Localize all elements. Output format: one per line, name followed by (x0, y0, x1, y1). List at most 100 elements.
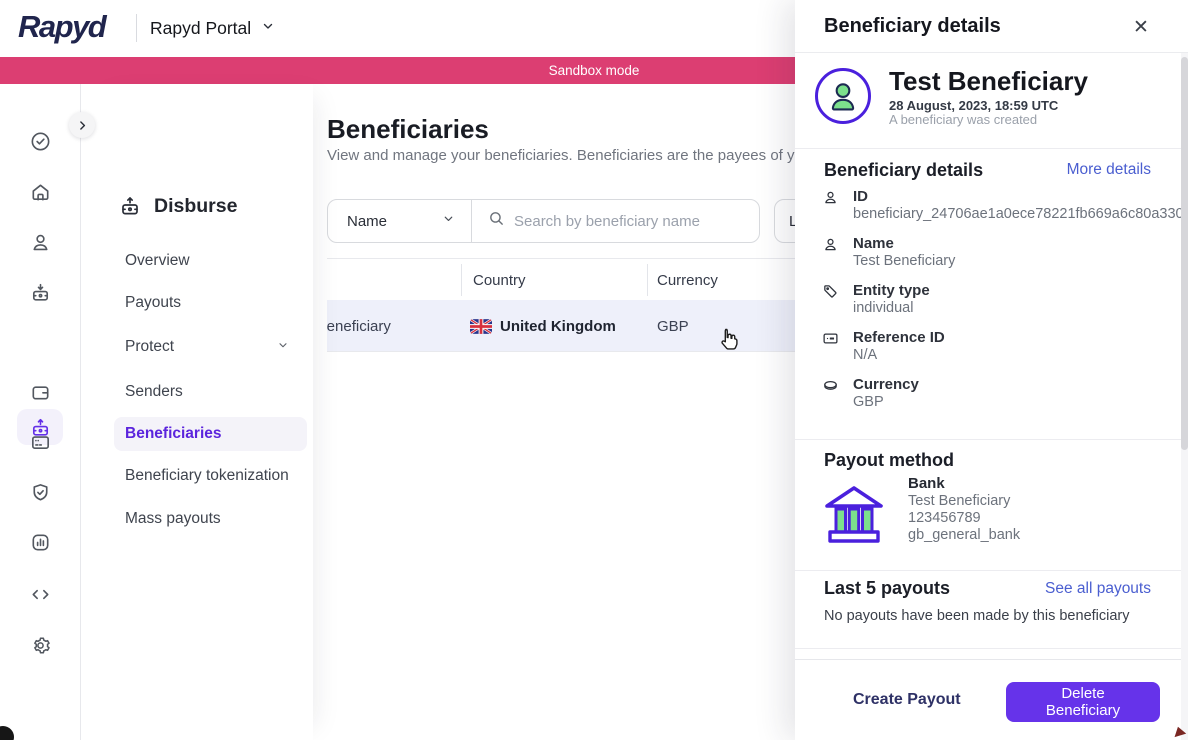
header-divider (136, 14, 137, 42)
beneficiary-timestamp: 28 August, 2023, 18:59 UTC (889, 98, 1059, 113)
gear-icon (33, 636, 50, 654)
beneficiary-event: A beneficiary was created (889, 112, 1038, 127)
chevron-down-icon (442, 212, 455, 230)
panel-scrollbar[interactable] (1181, 53, 1188, 740)
portal-switcher[interactable]: Rapyd Portal (150, 0, 275, 57)
payout-method-name: Test Beneficiary (908, 493, 1011, 509)
beneficiary-name: Test Beneficiary (889, 66, 1088, 96)
tag-icon (824, 285, 837, 298)
detail-item-currency: Currency GBP (822, 376, 1178, 411)
disburse-submenu: Disburse Overview Payouts Protect Sender… (81, 84, 313, 740)
corner-widget-fragment (0, 726, 14, 740)
payout-method-heading: Payout method (824, 450, 955, 470)
panel-footer: Create Payout Delete Beneficiary (795, 659, 1188, 740)
detail-items: ID beneficiary_24706ae1a0ece78221fb669a6… (822, 188, 1184, 423)
sidebar-item-mass-payouts[interactable]: Mass payouts (125, 510, 221, 527)
section-divider (795, 439, 1188, 440)
sidebar-item-senders[interactable]: Senders (125, 383, 183, 400)
sandbox-banner-label: Sandbox mode (548, 63, 640, 78)
code-icon (31, 589, 49, 599)
scrollbar-thumb[interactable] (1181, 57, 1188, 450)
rapyd-logo: Rapyd (18, 9, 107, 44)
country-cell: United Kingdom (470, 300, 616, 352)
last-payouts-heading: Last 5 payouts (824, 578, 951, 598)
chevron-down-icon (261, 19, 275, 38)
coin-icon (824, 380, 837, 390)
column-divider (461, 264, 462, 296)
rail-item-home[interactable] (17, 174, 63, 210)
rail-item-collect[interactable] (17, 274, 63, 310)
section-divider (795, 148, 1188, 149)
rail-item-disburse[interactable] (17, 409, 63, 445)
section-divider (795, 648, 1188, 649)
table-header-row: Country Currency (327, 258, 1188, 300)
search-input[interactable] (514, 212, 744, 230)
search-icon (488, 210, 505, 232)
detail-item-name: Name Test Beneficiary (822, 235, 1178, 270)
rail-item-wallet[interactable] (17, 374, 63, 410)
more-details-link[interactable]: More details (1066, 161, 1151, 178)
section-divider (795, 570, 1188, 571)
payout-method-type: Bank (908, 475, 945, 492)
see-all-payouts-link[interactable]: See all payouts (1045, 580, 1151, 597)
person-icon (825, 191, 836, 204)
card-icon (823, 333, 838, 344)
filter-bar: Name (327, 199, 760, 243)
filter-field-dropdown[interactable]: Name (328, 200, 472, 242)
column-header-country[interactable]: Country (473, 271, 526, 289)
rail-item-settings[interactable] (17, 627, 63, 663)
sidebar-collapse-button[interactable] (69, 112, 95, 138)
payout-method-bank-code: gb_general_bank (908, 527, 1021, 543)
disburse-icon (122, 197, 138, 215)
sidebar-item-beneficiaries[interactable]: Beneficiaries (114, 417, 307, 451)
page-title: Beneficiaries (327, 114, 489, 144)
delete-beneficiary-button[interactable]: Delete Beneficiary (1006, 682, 1160, 722)
disburse-icon (32, 418, 48, 436)
uk-flag-icon (470, 318, 492, 334)
rail-item-card[interactable] (17, 424, 63, 460)
collect-icon (32, 283, 48, 301)
icon-rail (0, 84, 81, 740)
details-section-heading: Beneficiary details (824, 160, 984, 180)
sidebar-item-protect[interactable]: Protect (125, 330, 307, 364)
bar-chart-icon (31, 533, 49, 551)
column-header-currency[interactable]: Currency (657, 271, 718, 289)
rail-item-developers[interactable] (17, 576, 63, 612)
person-icon (831, 83, 855, 111)
sidebar-item-payouts[interactable]: Payouts (125, 294, 182, 311)
sidebar-item-overview[interactable]: Overview (125, 252, 190, 269)
beneficiary-name-cell: Test Beneficiary (327, 317, 391, 335)
rail-item-protect[interactable] (17, 474, 63, 510)
portal-name: Rapyd Portal (150, 18, 252, 38)
submenu-header: Disburse (118, 194, 237, 218)
chevron-down-icon (277, 338, 289, 356)
rail-item-check-circle[interactable] (17, 123, 63, 159)
create-payout-button[interactable]: Create Payout (853, 691, 961, 708)
filter-field-label: Name (347, 212, 388, 230)
currency-cell: GBP (657, 317, 689, 335)
detail-item-id: ID beneficiary_24706ae1a0ece78221fb669a6… (822, 188, 1184, 223)
beneficiary-avatar (815, 68, 871, 124)
beneficiary-details-panel: Beneficiary details ✕ Test Beneficiary 2… (795, 0, 1188, 740)
person-icon (32, 234, 48, 250)
detail-item-entity-type: Entity type individual (822, 282, 1178, 317)
rail-item-people[interactable] (17, 224, 63, 260)
payout-method-details: Bank Test Beneficiary 123456789 gb_gener… (908, 475, 1020, 543)
sidebar-item-beneficiary-tokenization[interactable]: Beneficiary tokenization (125, 467, 289, 484)
page-subtitle: View and manage your beneficiaries. Bene… (327, 147, 878, 164)
close-icon[interactable]: ✕ (1133, 16, 1149, 38)
country-label: United Kingdom (500, 317, 616, 335)
column-divider (647, 264, 648, 296)
rail-item-reports[interactable] (17, 524, 63, 560)
search-box (472, 200, 759, 242)
no-payouts-message: No payouts have been made by this benefi… (824, 608, 1130, 624)
card-icon (31, 435, 49, 449)
check-circle-icon (31, 132, 49, 150)
chevron-right-icon (79, 120, 85, 130)
panel-title: Beneficiary details (824, 15, 1001, 37)
person-icon (825, 238, 836, 251)
detail-item-reference-id: Reference ID N/A (822, 329, 1178, 364)
home-icon (31, 183, 49, 201)
shield-check-icon (32, 483, 48, 501)
